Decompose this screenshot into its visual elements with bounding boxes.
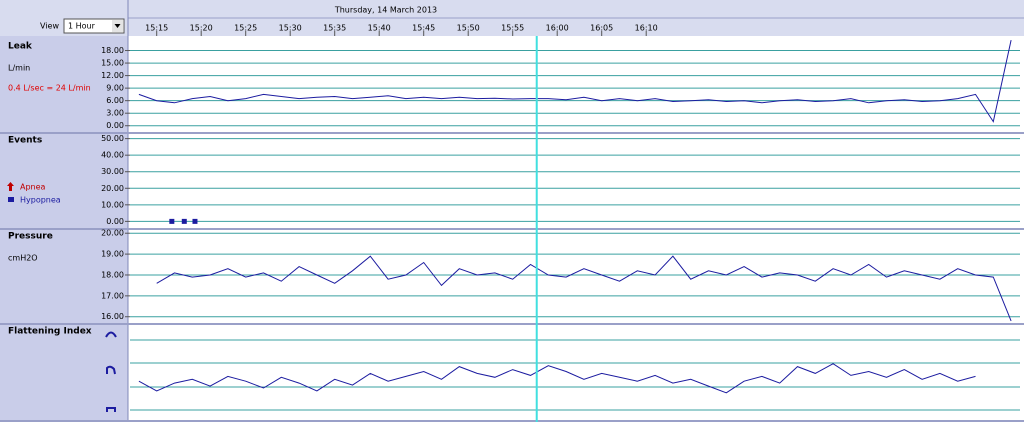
flattening-grid xyxy=(130,339,1020,411)
select-value[interactable]: 1 Hour xyxy=(68,22,96,31)
flattening-icons xyxy=(105,331,117,412)
trace xyxy=(138,39,1012,123)
y-tick-label: 30.00 xyxy=(101,167,124,176)
y-tick-label: 18.00 xyxy=(101,46,124,55)
y-tick-label: 0.00 xyxy=(106,217,124,226)
y-tick-label: 17.00 xyxy=(101,291,124,300)
y-tick-label: 6.00 xyxy=(106,96,124,105)
y-tick-label: 10.00 xyxy=(101,200,124,209)
y-tick-label: 50.00 xyxy=(101,134,124,143)
x-tick-label: 16:00 xyxy=(546,24,569,33)
x-tick-label: 15:25 xyxy=(234,24,257,33)
event-marker xyxy=(192,218,198,224)
event-marker xyxy=(169,218,175,224)
legend-icon xyxy=(8,197,14,202)
y-tick-label: 12.00 xyxy=(101,71,124,80)
legend-icon xyxy=(7,182,14,191)
select-arrow xyxy=(114,24,121,28)
x-tick-label: 15:50 xyxy=(457,24,480,33)
y-tick-label: 18.00 xyxy=(101,270,124,279)
select-box[interactable] xyxy=(63,18,125,34)
trace xyxy=(138,363,976,394)
y-tick-label: 40.00 xyxy=(101,151,124,160)
panel-title: Flattening Index xyxy=(8,327,92,337)
view-label: View xyxy=(40,22,59,31)
icon-flat xyxy=(106,407,116,412)
y-tick-label: 15.00 xyxy=(101,59,124,68)
legend-label: Apnea xyxy=(20,183,46,192)
x-tick-label: 15:30 xyxy=(279,24,302,33)
y-tick-label: 0.00 xyxy=(106,121,124,130)
x-tick-label: 15:15 xyxy=(145,24,168,33)
panel-unit: cmH2O xyxy=(8,254,38,263)
y-tick-label: 9.00 xyxy=(106,84,124,93)
panel-title: Leak xyxy=(8,42,33,52)
x-tick-label: 16:10 xyxy=(635,24,658,33)
x-tick-label: 15:20 xyxy=(190,24,213,33)
y-tick-label: 19.00 xyxy=(101,250,124,259)
x-tick-label: 16:05 xyxy=(590,24,613,33)
legend-label: Hypopnea xyxy=(20,196,61,205)
panel-title: Events xyxy=(8,136,42,146)
panel-title: Pressure xyxy=(8,232,53,242)
x-tick-label: 15:35 xyxy=(323,24,346,33)
date-title: Thursday, 14 March 2013 xyxy=(334,6,437,15)
icon-mid xyxy=(106,365,116,375)
x-tick-label: 15:40 xyxy=(368,24,391,33)
y-tick-label: 20.00 xyxy=(101,184,124,193)
icon-round xyxy=(105,331,117,338)
x-tick-label: 15:55 xyxy=(501,24,524,33)
panel-unit: L/min xyxy=(8,64,30,73)
x-tick-label: 15:45 xyxy=(412,24,435,33)
event-marker xyxy=(181,218,187,224)
trace xyxy=(156,255,1012,322)
panel-note: 0.4 L/sec = 24 L/min xyxy=(8,84,91,93)
view-select[interactable]: 1 Hour xyxy=(63,18,125,34)
y-tick-label: 20.00 xyxy=(101,229,124,238)
y-tick-label: 3.00 xyxy=(106,109,124,118)
y-tick-label: 16.00 xyxy=(101,312,124,321)
